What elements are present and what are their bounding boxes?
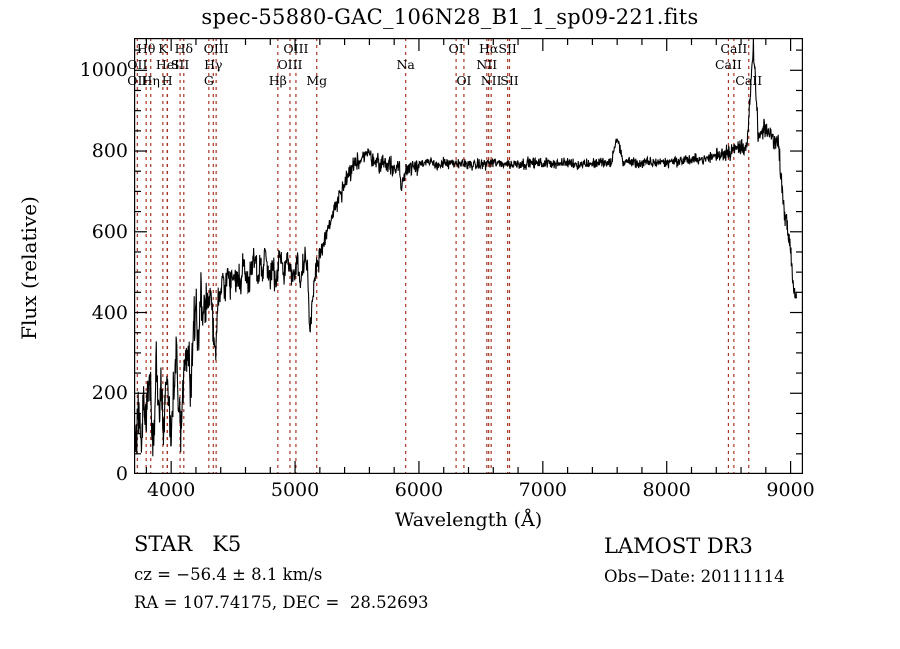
y-axis-tick-label: 200 xyxy=(91,382,128,405)
x-axis-tick-label: 9000 xyxy=(766,479,815,501)
page-title: spec-55880-GAC_106N28_B1_1_sp09-221.fits xyxy=(201,5,699,29)
plot-area: OII OII Hθ Hη K H HeI Hδ SII G Hγ OIII Hβ OIII OIII Mg N… xyxy=(127,38,803,474)
x-axis-tick-label: 8000 xyxy=(642,479,691,501)
flux-curve xyxy=(134,38,797,463)
y-axis-tick-label: 0 xyxy=(115,463,128,485)
x-axis-tick-label: 6000 xyxy=(394,479,444,501)
x-axis-tick-label: 4000 xyxy=(146,479,196,501)
y-axis-title: Flux (relative) xyxy=(17,196,41,340)
footer-left: STAR K5 cz = −56.4 ± 8.1 km/s RA = 107.7… xyxy=(134,533,594,612)
y-axis-tick-label: 1000 xyxy=(79,59,128,82)
radial-velocity-line: cz = −56.4 ± 8.1 km/s xyxy=(134,565,323,585)
y-axis-tick-labels: 1000 800 600 400 200 0 xyxy=(52,0,128,649)
spectral-line-markers xyxy=(136,38,750,474)
y-axis-tick-label: 400 xyxy=(91,301,128,324)
x-axis-tick-label: 7000 xyxy=(518,479,567,501)
x-axis-title: Wavelength (Å) xyxy=(394,509,543,531)
y-axis-tick-label: 600 xyxy=(91,220,128,243)
coordinates-line: RA = 107.74175, DEC = 28.52693 xyxy=(134,593,429,613)
object-type-line: STAR K5 xyxy=(134,532,242,556)
survey-name: LAMOST DR3 xyxy=(604,534,753,558)
x-axis-tick-label: 5000 xyxy=(270,479,320,501)
axis-ticks xyxy=(134,38,803,474)
plot-frame xyxy=(134,38,803,474)
y-axis-tick-label: 800 xyxy=(91,140,128,163)
footer-right: LAMOST DR3 Obs−Date: 20111114 xyxy=(604,535,894,585)
spectrum-plot-svg xyxy=(134,38,803,474)
obs-date-line: Obs−Date: 20111114 xyxy=(604,567,785,587)
